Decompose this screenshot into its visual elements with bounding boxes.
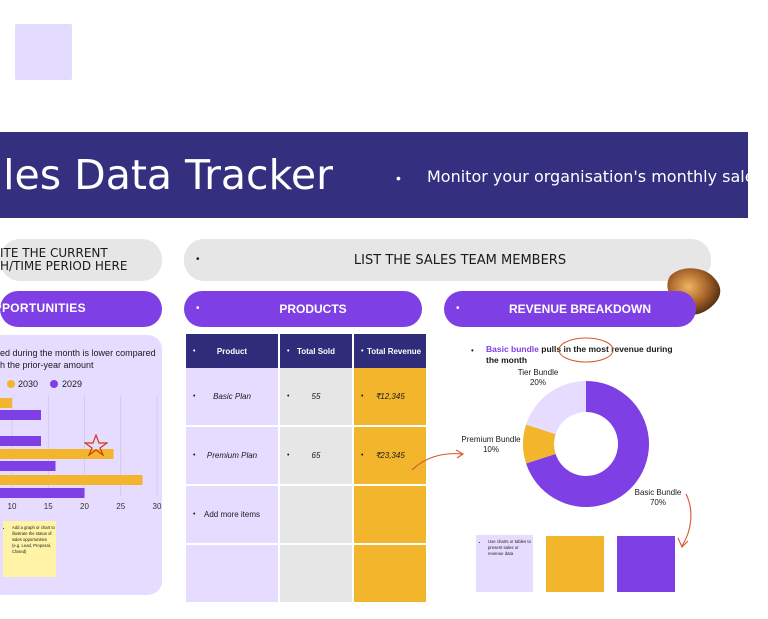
bar-2030 xyxy=(0,398,12,408)
legend-label: 2030 xyxy=(18,379,39,389)
star-doodle-icon xyxy=(84,434,108,456)
donut-slice-basic-bundle xyxy=(526,381,649,507)
section-opportunities-label: OPPORTUNITIES xyxy=(0,301,86,315)
page-subtitle: Monitor your organisation's monthly sale… xyxy=(427,167,763,186)
bar-2030 xyxy=(0,475,143,485)
bullet-icon: • xyxy=(196,254,200,265)
legend-label: 2029 xyxy=(62,379,83,389)
table-cell-sold xyxy=(280,486,352,545)
x-tick-label: 25 xyxy=(116,502,125,511)
table-row[interactable] xyxy=(186,545,426,604)
table-row[interactable]: • Premium Plan • 65 • ₹23,345 xyxy=(186,427,426,486)
table-header: • Product xyxy=(186,334,278,368)
bullet-icon: • xyxy=(396,170,401,186)
section-products-label: PRODUCTS xyxy=(279,302,347,316)
donut-slice-premium-bundle xyxy=(523,424,556,464)
color-swatch-yellow xyxy=(546,536,604,592)
arrow-doodle-icon xyxy=(411,449,465,471)
donut-label-tier: Tier Bundle 20% xyxy=(517,368,559,387)
page-title: ales Data Tracker xyxy=(0,151,333,199)
sticky-note-revenue: Use charts or tables to present sales or… xyxy=(476,535,533,592)
section-products xyxy=(184,291,422,327)
table-row[interactable]: • Add more items xyxy=(186,486,426,545)
revenue-desc: Basic bundle pulls in the most revenue d… xyxy=(486,344,673,365)
table-cell-sold xyxy=(280,545,352,604)
products-table: • Product • Total Sold • Total Revenue • Bas… xyxy=(184,334,428,604)
donut-label-premium: Premium Bundle 10% xyxy=(461,435,521,454)
circle-doodle-icon xyxy=(558,337,614,363)
legend-swatch xyxy=(7,380,15,388)
section-revenue xyxy=(444,291,696,327)
table-cell-sold: • 65 xyxy=(280,427,352,486)
table-row[interactable]: • Basic Plan • 55 • ₹12,345 xyxy=(186,368,426,427)
x-tick-label: 10 xyxy=(8,502,17,511)
table-cell-product: • Basic Plan xyxy=(186,368,278,427)
date-box-text: ITE THE CURRENT H/TIME PERIOD HERE xyxy=(0,246,128,273)
sticky-note-opportunities: Add a graph or chart to illustrate the s… xyxy=(3,521,56,577)
x-tick-label: 15 xyxy=(44,502,53,511)
x-tick-label: 20 xyxy=(80,502,89,511)
table-cell-revenue: • ₹12,345 xyxy=(354,368,426,427)
legend-swatch xyxy=(50,380,58,388)
table-cell-revenue: • ₹23,345 xyxy=(354,427,426,486)
bullet-icon: • xyxy=(471,346,474,355)
table-cell-revenue xyxy=(354,486,426,545)
table-cell-product: • Add more items xyxy=(186,486,278,545)
bar-2030 xyxy=(0,449,114,459)
opportunities-desc: h the prior-year amount xyxy=(0,360,94,370)
section-revenue-label: REVENUE BREAKDOWN xyxy=(508,302,651,316)
team-box-label: LIST THE SALES TEAM MEMBERS xyxy=(353,253,567,268)
table-cell-product: • Premium Plan xyxy=(186,427,278,486)
title-banner xyxy=(0,132,748,218)
bar-2029 xyxy=(0,488,85,498)
arrow-doodle-icon xyxy=(677,493,692,548)
bullet-icon: • xyxy=(196,303,200,314)
table-header: • Total Sold xyxy=(280,334,352,368)
opportunities-desc: ed during the month is lower compared xyxy=(0,348,156,358)
team-box[interactable] xyxy=(184,239,711,281)
bar-2029 xyxy=(0,436,41,446)
table-cell-revenue xyxy=(354,545,426,604)
table-cell-sold: • 55 xyxy=(280,368,352,427)
bullet-icon: • xyxy=(456,303,460,314)
bar-2029 xyxy=(0,461,56,471)
donut-label-basic: Basic Bundle 70% xyxy=(634,488,682,507)
date-box[interactable] xyxy=(0,239,162,281)
revenue-donut-chart xyxy=(523,381,649,507)
table-header: • Total Revenue xyxy=(354,334,426,368)
x-tick-label: 30 xyxy=(153,502,162,511)
donut-slice-tier-bundle xyxy=(526,381,586,435)
color-swatch-purple xyxy=(617,536,675,592)
sticky-note-blank xyxy=(15,24,72,80)
opportunities-bar-chart: 10 15 20 25 30 xyxy=(0,396,162,511)
section-opportunities xyxy=(0,291,162,327)
table-cell-product xyxy=(186,545,278,604)
bar-2029 xyxy=(0,410,41,420)
